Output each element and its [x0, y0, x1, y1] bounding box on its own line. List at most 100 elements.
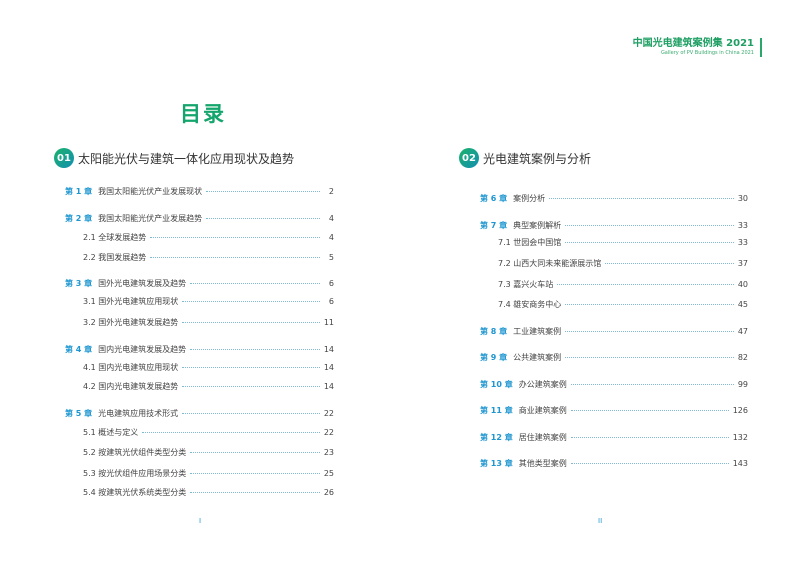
entry-page: 25	[323, 468, 334, 478]
entry-page: 82	[737, 352, 748, 362]
entry-page: 37	[737, 258, 748, 268]
entry-label: 工业建筑案例	[513, 326, 562, 336]
toc-entry[interactable]: 第 10 章办公建筑案例 99	[480, 378, 748, 390]
entry-page: 33	[737, 220, 748, 230]
entry-label: 我国太阳能光伏产业发展现状	[98, 186, 203, 196]
toc-entry[interactable]: 第 11 章商业建筑案例 126	[480, 404, 748, 416]
entry-label: 国外光电建筑发展及趋势	[98, 278, 187, 288]
toc-entry[interactable]: 第 3 章国外光电建筑发展及趋势 6	[65, 277, 334, 289]
entry-page: 4	[328, 213, 334, 223]
toc-entry[interactable]: 第 13 章其他类型案例 143	[480, 457, 748, 469]
chapter-number: 第 10 章	[480, 379, 513, 389]
toc-entry[interactable]: 3.2 国外光电建筑发展趋势 11	[83, 316, 334, 328]
dot-leader	[549, 197, 734, 199]
dot-leader	[190, 472, 320, 474]
dot-leader	[565, 241, 734, 243]
chapter-number: 第 2 章	[65, 213, 93, 223]
toc-entry[interactable]: 5.2 按建筑光伏组件类型分类 23	[83, 446, 334, 458]
book-header: 中国光电建筑案例集 2021 Gallery of PV Buildings i…	[633, 38, 762, 57]
dot-leader	[150, 236, 320, 238]
dot-leader	[565, 330, 734, 332]
entry-page: 22	[323, 408, 334, 418]
entry-page: 143	[732, 458, 748, 468]
toc-entry[interactable]: 4.2 国内光电建筑发展趋势 14	[83, 380, 334, 392]
entry-label: 典型案例解析	[513, 220, 562, 230]
chapter-number: 第 1 章	[65, 186, 93, 196]
entry-label: 5.3 按光伏组件应用场景分类	[83, 468, 187, 478]
entry-label: 2.1 全球发展趋势	[83, 232, 147, 242]
toc-entry[interactable]: 7.1 世园会中国馆 33	[498, 236, 748, 248]
toc-entry[interactable]: 第 9 章公共建筑案例 82	[480, 351, 748, 363]
chapter-number: 第 4 章	[65, 344, 93, 354]
entry-page: 26	[323, 487, 334, 497]
chapter-number: 第 7 章	[480, 220, 508, 230]
entry-label: 4.1 国内光电建筑应用现状	[83, 362, 179, 372]
toc-entry[interactable]: 第 2 章我国太阳能光伏产业发展趋势 4	[65, 212, 334, 224]
toc-entry[interactable]: 第 1 章我国太阳能光伏产业发展现状 2	[65, 185, 334, 197]
entry-page: 11	[323, 317, 334, 327]
entry-label: 办公建筑案例	[518, 379, 567, 389]
dot-leader	[570, 462, 729, 464]
entry-label: 国内光电建筑发展及趋势	[98, 344, 187, 354]
entry-label: 光电建筑应用技术形式	[98, 408, 179, 418]
dot-leader	[570, 383, 734, 385]
chapter-number: 第 5 章	[65, 408, 93, 418]
toc-entry[interactable]: 第 12 章居住建筑案例 132	[480, 431, 748, 443]
chapter-number: 第 13 章	[480, 458, 513, 468]
entry-page: 126	[732, 405, 748, 415]
toc-entry[interactable]: 第 4 章国内光电建筑发展及趋势 14	[65, 343, 334, 355]
entry-page: 30	[737, 193, 748, 203]
page-number-right: II	[598, 517, 603, 525]
dot-leader	[565, 303, 734, 305]
entry-label: 7.1 世园会中国馆	[498, 237, 562, 247]
entry-page: 6	[328, 278, 334, 288]
toc-entry[interactable]: 7.2 山西大同未来能源展示馆 37	[498, 257, 748, 269]
toc-entry[interactable]: 2.1 全球发展趋势 4	[83, 231, 334, 243]
chapter-number: 第 12 章	[480, 432, 513, 442]
toc-entry[interactable]: 5.3 按光伏组件应用场景分类 25	[83, 467, 334, 479]
toc-entry[interactable]: 2.2 我国发展趋势 5	[83, 251, 334, 263]
toc-entry[interactable]: 第 6 章案例分析 30	[480, 192, 748, 204]
entry-label: 3.1 国外光电建筑应用现状	[83, 296, 179, 306]
entry-label: 5.4 按建筑光伏系统类型分类	[83, 487, 187, 497]
entry-page: 33	[737, 237, 748, 247]
entry-page: 14	[323, 381, 334, 391]
dot-leader	[190, 282, 320, 284]
toc-entry[interactable]: 7.3 嘉兴火车站 40	[498, 278, 748, 290]
entry-label: 2.2 我国发展趋势	[83, 252, 147, 262]
dot-leader	[565, 356, 734, 358]
section-02-heading: 02 光电建筑案例与分析	[459, 148, 591, 168]
entry-label: 其他类型案例	[518, 458, 567, 468]
toc-entry[interactable]: 5.4 按建筑光伏系统类型分类 26	[83, 486, 334, 498]
entry-label: 3.2 国外光电建筑发展趋势	[83, 317, 179, 327]
dot-leader	[570, 409, 729, 411]
toc-entry[interactable]: 7.4 雄安商务中心 45	[498, 298, 748, 310]
dot-leader	[570, 436, 729, 438]
dot-leader	[557, 283, 734, 285]
toc-entry[interactable]: 第 7 章典型案例解析 33	[480, 219, 748, 231]
toc-entry[interactable]: 第 8 章工业建筑案例 47	[480, 325, 748, 337]
toc-entry[interactable]: 5.1 概述与定义 22	[83, 426, 334, 438]
toc-entry[interactable]: 4.1 国内光电建筑应用现状 14	[83, 361, 334, 373]
dot-leader	[190, 348, 320, 350]
dot-leader	[182, 385, 320, 387]
entry-label: 5.1 概述与定义	[83, 427, 139, 437]
entry-page: 6	[328, 296, 334, 306]
section-badge: 01	[54, 148, 74, 168]
entry-page: 40	[737, 279, 748, 289]
entry-page: 22	[323, 427, 334, 437]
section-01-heading: 01 太阳能光伏与建筑一体化应用现状及趋势	[54, 148, 294, 168]
entry-label: 5.2 按建筑光伏组件类型分类	[83, 447, 187, 457]
entry-label: 居住建筑案例	[518, 432, 567, 442]
entry-page: 23	[323, 447, 334, 457]
section-badge: 02	[459, 148, 479, 168]
chapter-number: 第 8 章	[480, 326, 508, 336]
toc-entry[interactable]: 3.1 国外光电建筑应用现状 6	[83, 295, 334, 307]
toc-title: 目录	[180, 102, 226, 126]
dot-leader	[142, 431, 320, 433]
entry-page: 47	[737, 326, 748, 336]
entry-label: 7.2 山西大同未来能源展示馆	[498, 258, 602, 268]
chapter-number: 第 9 章	[480, 352, 508, 362]
dot-leader	[182, 412, 320, 414]
toc-entry[interactable]: 第 5 章光电建筑应用技术形式 22	[65, 407, 334, 419]
